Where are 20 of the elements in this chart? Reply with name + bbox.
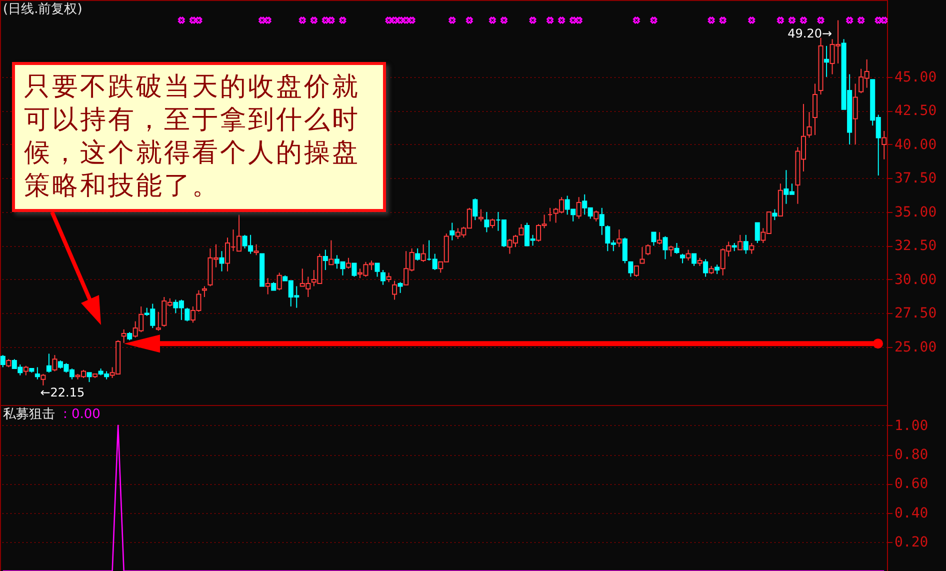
y-tick-label: 27.50 bbox=[894, 306, 937, 322]
y-tick-label: 30.00 bbox=[894, 272, 937, 288]
y-tick-label: 32.50 bbox=[894, 238, 937, 254]
y-tick-label: 35.00 bbox=[894, 204, 937, 220]
y-tick-label: 0.20 bbox=[894, 534, 928, 550]
chart-title: 私募狙击 bbox=[3, 407, 55, 422]
y-tick-label: 42.50 bbox=[894, 103, 937, 120]
y-tick-label: 40.00 bbox=[894, 136, 937, 153]
annotation: 49.20→ bbox=[788, 26, 832, 40]
annotation: : 0.00 bbox=[63, 407, 100, 422]
chart-title: (日线.前复权) bbox=[3, 2, 82, 17]
y-tick-label: 37.50 bbox=[894, 170, 937, 187]
y-tick-label: 0.40 bbox=[894, 505, 928, 522]
annotation: ←22.15 bbox=[40, 385, 85, 400]
y-tick-label: 0.60 bbox=[894, 476, 928, 492]
y-tick-label: 0.80 bbox=[894, 447, 928, 464]
y-tick-label: 1.00 bbox=[894, 418, 928, 434]
y-tick-label: 45.00 bbox=[894, 69, 937, 86]
y-tick-label: 25.00 bbox=[894, 339, 937, 356]
annotation: 只要不跌破当天的收盘价就可以持有，至于拿到什么时候，这个就得看个人的操盘策略和技能了。 bbox=[12, 62, 386, 212]
